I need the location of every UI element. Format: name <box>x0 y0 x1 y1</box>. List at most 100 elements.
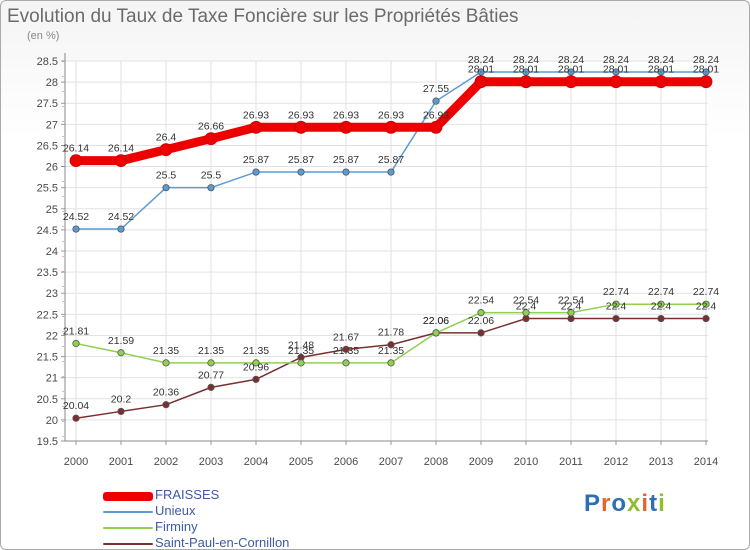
data-point <box>702 68 710 76</box>
legend-label: Firminy <box>155 519 198 534</box>
data-label: 21.35 <box>333 345 359 357</box>
data-label: 26.93 <box>243 109 269 121</box>
legend-swatch <box>103 527 153 529</box>
x-tick-label: 2010 <box>514 456 538 468</box>
data-point <box>699 75 713 89</box>
data-point <box>297 359 305 367</box>
data-point <box>522 314 530 323</box>
data-label: 28.01 <box>468 64 494 76</box>
y-tick-label: 22 <box>46 330 58 342</box>
x-tick-label: 2002 <box>154 456 178 468</box>
data-point <box>339 120 353 134</box>
data-point <box>297 168 305 176</box>
x-tick-label: 2006 <box>334 456 358 468</box>
y-tick-label: 20.5 <box>37 394 58 406</box>
data-point <box>114 154 128 168</box>
y-tick-label: 26.5 <box>37 140 58 152</box>
x-tick-label: 2005 <box>289 456 313 468</box>
data-label: 28.01 <box>558 64 584 76</box>
legend-swatch <box>103 543 153 545</box>
data-point <box>609 75 623 89</box>
data-point <box>612 300 620 308</box>
data-label: 22.4 <box>516 301 537 313</box>
data-point <box>387 341 395 349</box>
data-point <box>252 359 260 367</box>
data-point <box>522 68 530 76</box>
data-label: 26.93 <box>333 109 359 121</box>
data-point <box>657 300 665 308</box>
data-point <box>522 309 530 317</box>
legend-label: FRAISSES <box>155 487 220 502</box>
x-tick-label: 2001 <box>109 456 133 468</box>
data-point <box>387 168 395 176</box>
data-point <box>159 143 173 157</box>
x-tick-label: 2013 <box>649 456 673 468</box>
data-label: 20.77 <box>198 369 224 381</box>
data-label: 20.36 <box>153 387 179 399</box>
data-label: 28.24 <box>693 54 719 66</box>
data-point <box>657 314 665 323</box>
data-label: 28.24 <box>558 54 584 66</box>
data-label: 21.35 <box>153 345 179 357</box>
data-point <box>612 314 620 323</box>
data-label: 26.93 <box>288 109 314 121</box>
data-point <box>162 184 170 192</box>
data-point <box>249 120 263 134</box>
data-point <box>117 225 125 233</box>
data-label: 21.67 <box>333 331 359 343</box>
data-point <box>657 68 665 76</box>
data-label: 22.4 <box>561 301 582 313</box>
data-point <box>72 339 80 348</box>
data-point <box>654 75 668 89</box>
y-tick-label: 25.5 <box>37 183 58 195</box>
data-label: 25.87 <box>378 154 404 166</box>
y-tick-label: 21.5 <box>37 352 58 364</box>
data-point <box>72 225 80 233</box>
data-point <box>387 359 395 367</box>
chart-title: Evolution du Taux de Taxe Foncière sur l… <box>7 6 519 27</box>
data-label: 28.24 <box>648 54 674 66</box>
data-label: 28.01 <box>648 64 674 76</box>
x-tick-label: 2000 <box>64 456 88 468</box>
data-point <box>252 375 260 383</box>
data-label: 26.14 <box>108 143 134 155</box>
data-point <box>702 314 710 323</box>
x-tick-label: 2004 <box>244 456 268 468</box>
data-label: 26.66 <box>198 121 224 133</box>
data-label: 22.54 <box>513 295 539 307</box>
x-tick-label: 2012 <box>604 456 628 468</box>
data-point <box>477 68 485 76</box>
data-point <box>432 329 440 337</box>
x-tick-label: 2009 <box>469 456 493 468</box>
y-tick-label: 27 <box>46 119 58 131</box>
data-point <box>474 75 488 89</box>
data-point <box>162 401 170 409</box>
data-point <box>342 345 350 353</box>
data-label: 28.01 <box>603 64 629 76</box>
legend-label: Saint-Paul-en-Cornillon <box>155 535 290 550</box>
data-point <box>207 359 215 367</box>
data-point <box>204 132 218 146</box>
data-label: 28.24 <box>603 54 629 66</box>
data-label: 22.74 <box>693 286 719 298</box>
data-label: 22.4 <box>651 301 672 313</box>
data-point <box>207 184 215 192</box>
data-point <box>432 97 440 105</box>
data-label: 22.06 <box>423 315 449 327</box>
data-label: 21.78 <box>378 327 404 339</box>
data-point <box>702 300 710 308</box>
data-label: 28.24 <box>468 54 494 66</box>
data-label: 20.04 <box>63 400 89 412</box>
data-label: 22.54 <box>468 295 494 307</box>
legend-swatch <box>103 511 153 513</box>
data-label: 26.93 <box>378 109 404 121</box>
y-tick-label: 23.5 <box>37 267 58 279</box>
x-tick-label: 2003 <box>199 456 223 468</box>
data-point <box>162 359 170 367</box>
y-tick-label: 27.5 <box>37 98 58 110</box>
data-label: 27.55 <box>423 83 449 95</box>
data-point <box>384 120 398 134</box>
data-label: 25.87 <box>288 154 314 166</box>
y-tick-label: 22.5 <box>37 309 58 321</box>
